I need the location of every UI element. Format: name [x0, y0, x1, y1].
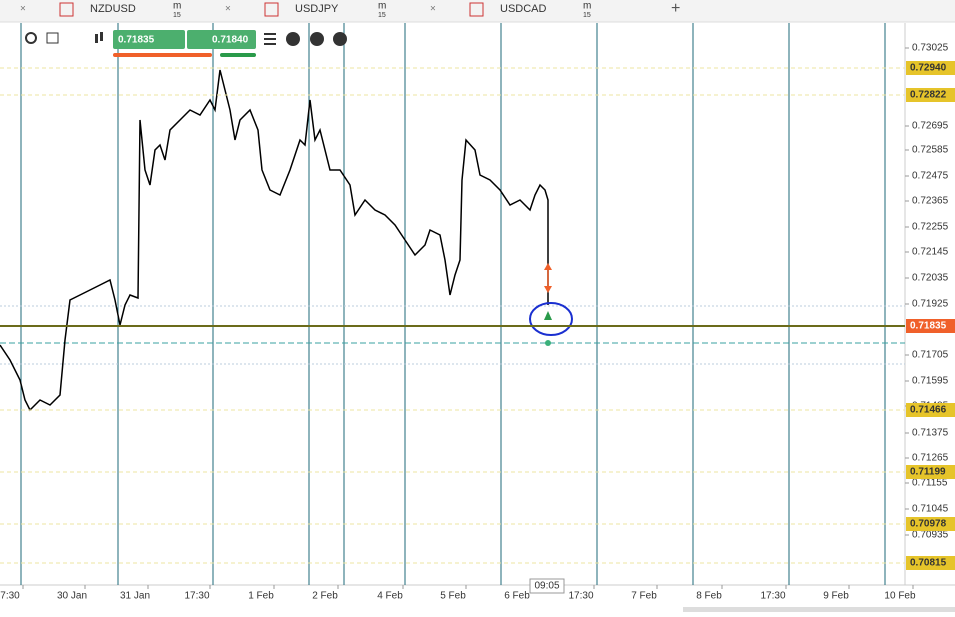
price-tag [906, 403, 955, 417]
time-label: 8 Feb [696, 591, 722, 602]
price-label: 0.70935 [912, 530, 949, 541]
price-label: 0.72035 [912, 273, 949, 284]
scrollbar [683, 607, 955, 612]
price-label: 0.71925 [912, 299, 949, 310]
tab-tf-value: 15 [583, 12, 591, 19]
tab-symbol[interactable]: USDCAD [500, 3, 547, 15]
time-label: 10 Feb [884, 591, 916, 602]
price-tag [906, 556, 955, 570]
buy-marker [544, 311, 552, 320]
price-tag [906, 61, 955, 75]
order-arrow-head [544, 286, 552, 293]
tab-icon [469, 2, 484, 17]
drawing-icon[interactable] [333, 32, 347, 46]
tab-icon [59, 2, 74, 17]
price-tag [906, 319, 955, 333]
sell-price[interactable]: 0.71835 [118, 35, 155, 46]
time-label: 4 Feb [377, 591, 403, 602]
time-label: 5 Feb [440, 591, 466, 602]
price-line [0, 69, 549, 412]
price-tag-label: 0.71466 [910, 405, 947, 416]
close-tab[interactable]: × [225, 4, 231, 15]
list-icon[interactable] [264, 38, 276, 40]
cursor-time: 09:05 [534, 581, 559, 592]
close-tab[interactable]: × [430, 4, 436, 15]
time-label: 9 Feb [823, 591, 849, 602]
tab-symbol[interactable]: USDJPY [295, 3, 339, 15]
price-label: 0.72475 [912, 171, 949, 182]
price-tag-label: 0.71835 [910, 321, 947, 332]
price-tag [906, 465, 955, 479]
time-label: 17:30 [760, 591, 785, 602]
tab-tf-unit: m [583, 1, 591, 12]
price-tag-label: 0.72822 [910, 90, 947, 101]
tab-tf-unit: m [173, 1, 181, 12]
price-label: 0.71375 [912, 428, 949, 439]
tab-tf-value: 15 [378, 12, 386, 19]
price-tag-label: 0.71199 [910, 467, 946, 478]
close-tab[interactable]: × [20, 4, 26, 15]
price-label: 0.71155 [912, 478, 948, 489]
price-label: 0.71265 [912, 453, 949, 464]
price-tag-label: 0.70978 [910, 519, 947, 530]
sell-underline [113, 53, 212, 57]
price-tag [906, 517, 955, 531]
tab-symbol[interactable]: NZDUSD [90, 3, 136, 15]
screenshot-icon[interactable] [46, 32, 59, 44]
price-label: 0.71595 [912, 376, 949, 387]
tools-icon[interactable] [310, 32, 324, 46]
price-label: 0.72585 [912, 145, 949, 156]
candles-icon[interactable] [100, 32, 103, 41]
price-label: 0.72145 [912, 247, 949, 258]
zoom-icon[interactable] [25, 32, 37, 44]
price-tag-label: 0.70815 [910, 558, 947, 569]
time-label: 6 Feb [504, 591, 530, 602]
time-label: 7 Feb [631, 591, 657, 602]
time-label: 7:30 [0, 591, 20, 602]
order-arrow-head [544, 263, 552, 270]
price-tag [906, 88, 955, 102]
annotation-circle [529, 302, 573, 336]
price-label: 0.72255 [912, 222, 949, 233]
time-label: 1 Feb [248, 591, 274, 602]
price-label: 0.72695 [912, 121, 949, 132]
tab-tf-unit: m [378, 1, 386, 12]
list-icon[interactable] [264, 33, 276, 35]
sell-button[interactable] [113, 30, 185, 49]
price-label: 0.72365 [912, 196, 949, 207]
tab-icon [264, 2, 279, 17]
cursor-time-box [529, 578, 565, 594]
price-label: 0.71045 [912, 504, 949, 515]
list-icon[interactable] [264, 43, 276, 45]
plot-area [0, 23, 905, 585]
price-tag-label: 0.72940 [910, 63, 947, 74]
tab-tf-value: 15 [173, 12, 181, 19]
time-label: 17:30 [568, 591, 593, 602]
time-label: 2 Feb [312, 591, 338, 602]
candles-icon[interactable] [95, 34, 98, 43]
buy-underline [220, 53, 256, 57]
facebook-icon[interactable] [286, 32, 300, 46]
add-tab[interactable]: + [671, 0, 680, 17]
tab-bar [0, 0, 955, 22]
buy-price[interactable]: 0.71840 [212, 35, 249, 46]
price-label: 0.71705 [912, 350, 949, 361]
time-label: 31 Jan [120, 591, 150, 602]
price-label: 0.73025 [912, 43, 949, 54]
buy-button[interactable] [187, 30, 256, 49]
time-label: 30 Jan [57, 591, 87, 602]
marker-dot [545, 340, 551, 346]
time-label: 17:30 [184, 591, 209, 602]
